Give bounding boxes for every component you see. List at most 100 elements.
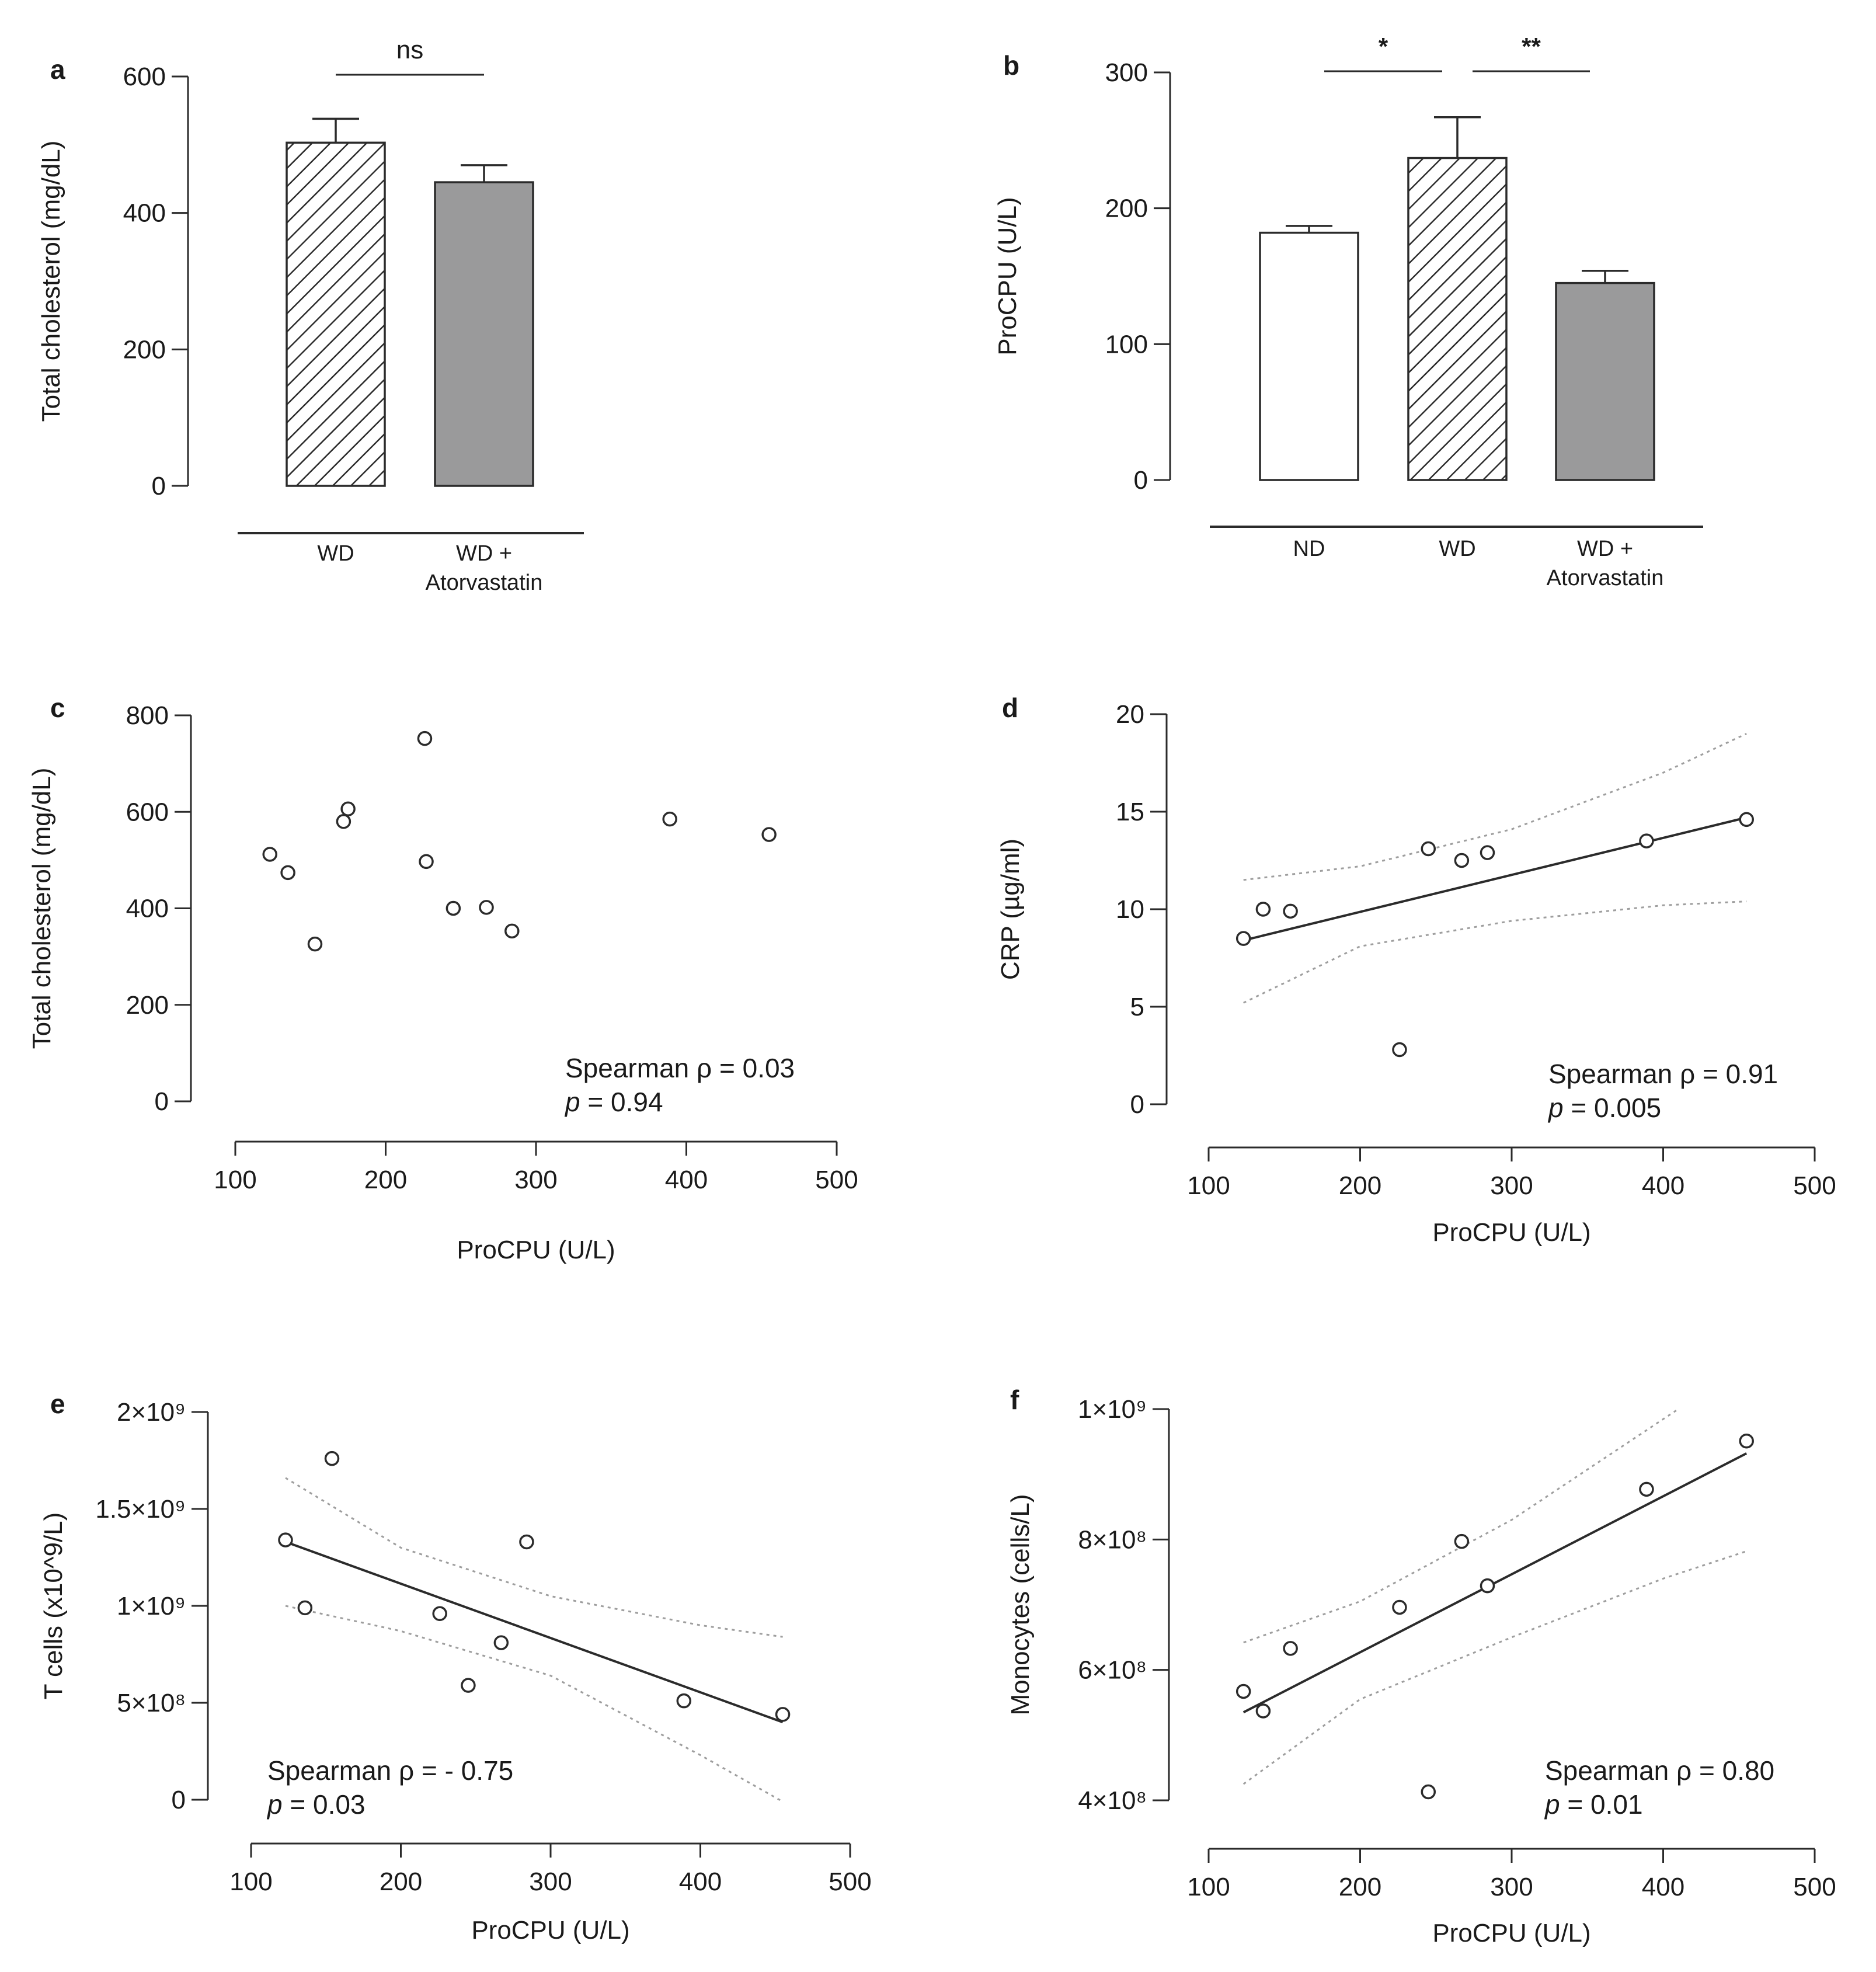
- stat-p-number: = 0.01: [1560, 1789, 1643, 1820]
- data-point: [280, 865, 295, 881]
- data-point: [1739, 812, 1754, 827]
- stat-p-value: p = 0.005: [1547, 1093, 1661, 1123]
- data-point: [1255, 1703, 1271, 1719]
- x-axis-label: ProCPU (U/L): [457, 1236, 615, 1264]
- stat-p-symbol: p: [266, 1789, 283, 1820]
- y-tick-label: 5: [1130, 993, 1144, 1021]
- y-tick-label: 0: [1130, 1090, 1144, 1119]
- x-tick-label: 400: [679, 1867, 722, 1896]
- stat-p-value: p = 0.03: [266, 1789, 366, 1820]
- data-point: [432, 1606, 447, 1622]
- x-tick-label: 100: [229, 1867, 272, 1896]
- x-tick-label: 500: [815, 1166, 858, 1194]
- data-point: [324, 1451, 340, 1466]
- panel-label: d: [1002, 693, 1018, 723]
- y-tick-label: 1×10⁹: [117, 1592, 186, 1620]
- x-tick-label: 200: [380, 1867, 422, 1896]
- data-point: [1454, 853, 1470, 868]
- data-point: [1454, 1533, 1470, 1549]
- panel-d: 0 5 10 15 20 CRP (µg/ml) d 100 200 300 400 500 ProCP…: [996, 693, 1836, 1247]
- bar: [1555, 281, 1655, 481]
- ci-upper-band: [285, 1477, 783, 1638]
- bar: [286, 141, 386, 487]
- y-tick-label: 400: [126, 895, 169, 923]
- data-point: [1639, 1481, 1654, 1497]
- bar: [1407, 156, 1508, 481]
- panel-label: a: [50, 54, 65, 85]
- category-label: ND: [1293, 537, 1325, 561]
- y-tick-label: 0: [1134, 466, 1148, 495]
- data-point: [479, 900, 494, 915]
- category-label: Atorvastatin: [426, 571, 543, 595]
- data-point: [1235, 931, 1251, 946]
- y-tick-label: 1×10⁹: [1078, 1395, 1147, 1424]
- category-label: WD +: [1577, 537, 1633, 561]
- stat-spearman: Spearman ρ = 0.80: [1545, 1755, 1774, 1786]
- data-point: [1255, 902, 1271, 917]
- stat-p-number: = 0.94: [580, 1087, 663, 1117]
- y-axis-label: T cells (x10^9/L): [39, 1512, 68, 1700]
- data-point: [662, 811, 677, 827]
- y-axis-label: Monocytes (cells/L): [1006, 1494, 1035, 1715]
- data-point: [1235, 1684, 1251, 1699]
- x-tick-label: 400: [1642, 1873, 1684, 1901]
- y-tick-label: 800: [126, 701, 169, 730]
- panel-label: b: [1003, 50, 1019, 81]
- y-tick-label: 200: [1105, 194, 1148, 223]
- regression-line: [1242, 1452, 1748, 1714]
- data-point: [461, 1678, 476, 1693]
- data-point: [1392, 1042, 1407, 1058]
- bar: [434, 181, 534, 487]
- data-point: [1480, 1578, 1495, 1594]
- data-point: [419, 854, 434, 870]
- data-point: [676, 1693, 692, 1709]
- data-point: [340, 801, 356, 817]
- ci-upper-band: [1243, 733, 1747, 881]
- panel-b: 0 100 200 300 ProCPU (U/L) b ND WD WD + Atorvasta…: [993, 33, 1703, 590]
- ci-lower-band: [1243, 900, 1747, 1004]
- significance-label: ns: [396, 36, 423, 64]
- category-label: Atorvastatin: [1547, 566, 1664, 590]
- panel-label: e: [50, 1389, 65, 1419]
- data-point: [336, 814, 351, 829]
- category-label: WD: [317, 541, 354, 566]
- panel-c: 0 200 400 600 800 Total cholesterol (mg/dL) c 1…: [27, 693, 858, 1264]
- stat-p-symbol: p: [1544, 1789, 1560, 1820]
- x-tick-label: 300: [529, 1867, 572, 1896]
- y-tick-label: 600: [126, 798, 169, 826]
- stat-p-value: p = 0.01: [1544, 1789, 1643, 1820]
- data-point: [1739, 1433, 1754, 1449]
- data-point: [519, 1534, 534, 1550]
- data-point: [1421, 841, 1436, 857]
- y-tick-label: 200: [123, 335, 166, 364]
- stat-spearman: Spearman ρ = - 0.75: [267, 1755, 513, 1786]
- data-point: [278, 1532, 293, 1547]
- y-tick-label: 20: [1116, 700, 1144, 729]
- x-tick-label: 400: [1642, 1171, 1684, 1200]
- data-point: [307, 936, 323, 952]
- x-tick-label: 500: [1793, 1171, 1836, 1200]
- y-axis-label: Total cholesterol (mg/dL): [37, 141, 65, 422]
- ci-lower-band: [1242, 1550, 1747, 1785]
- y-tick-label: 5×10⁸: [117, 1689, 186, 1717]
- data-point: [262, 847, 277, 862]
- y-tick-label: 10: [1116, 895, 1144, 924]
- ci-upper-band: [1243, 1408, 1679, 1644]
- data-point: [493, 1635, 509, 1650]
- data-point: [1283, 903, 1298, 919]
- x-axis-label: ProCPU (U/L): [1432, 1919, 1590, 1947]
- x-axis-label: ProCPU (U/L): [1432, 1218, 1590, 1247]
- x-tick-label: 300: [1490, 1873, 1533, 1901]
- x-tick-label: 200: [1339, 1171, 1381, 1200]
- stat-p-symbol: p: [1547, 1093, 1564, 1123]
- significance-label: *: [1379, 33, 1388, 60]
- data-point: [1480, 845, 1495, 860]
- significance-label: **: [1522, 33, 1541, 60]
- panel-e: 0 5×10⁸ 1×10⁹ 1.5×10⁹ 2×10⁹ T cells (x10^9/L)…: [39, 1389, 872, 1945]
- bar: [1259, 231, 1359, 481]
- y-tick-label: 200: [126, 991, 169, 1020]
- x-tick-label: 300: [514, 1166, 557, 1194]
- data-point: [761, 827, 777, 842]
- y-tick-label: 100: [1105, 330, 1148, 359]
